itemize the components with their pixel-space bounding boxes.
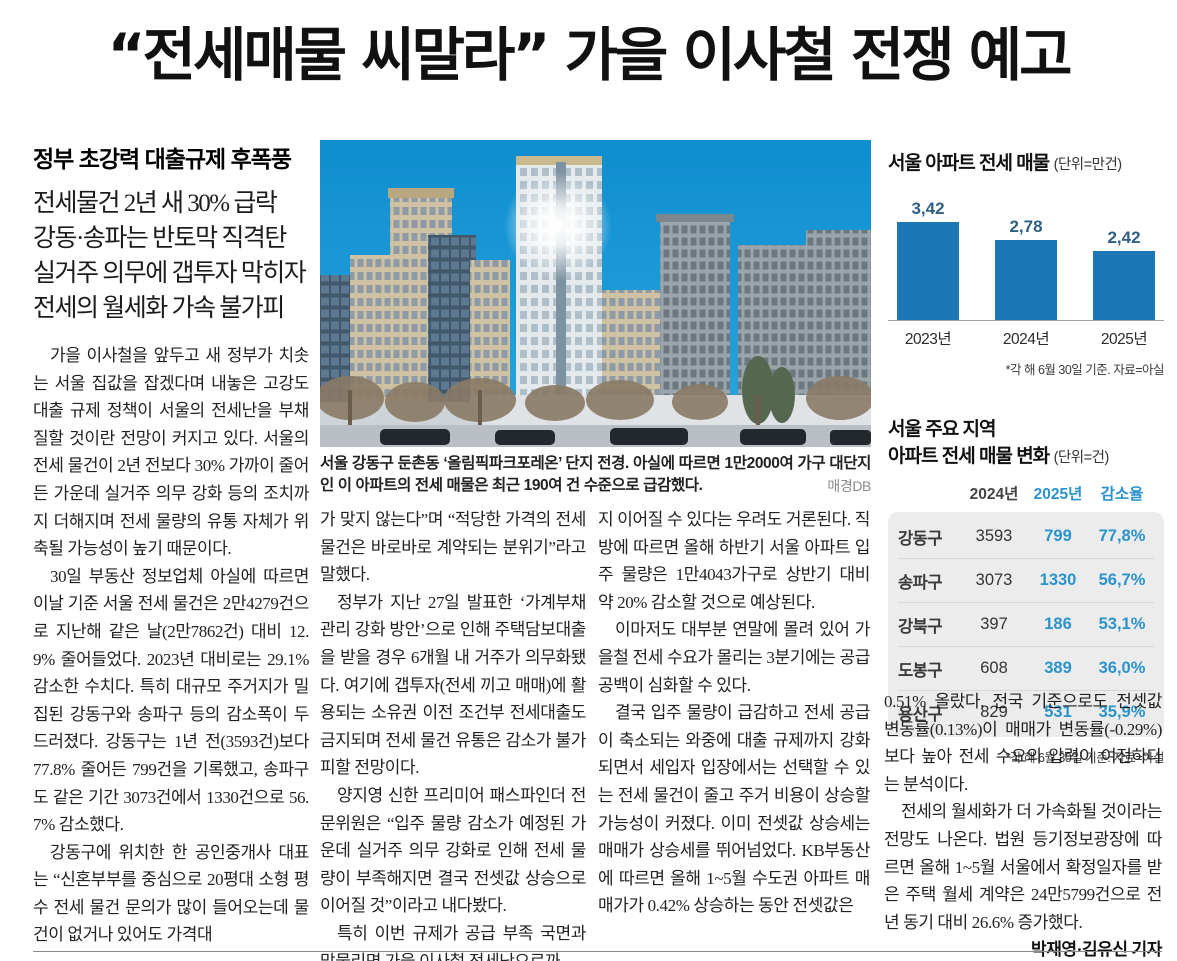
header-2025: 2025년 xyxy=(1033,486,1083,503)
body-paragraph: 지 이어질 수 있다는 우려도 거론된다. 직방에 따르면 올해 하반기 서울 … xyxy=(598,510,870,612)
header-decline: 감소율 xyxy=(1100,486,1144,503)
body-paragraph: 양지영 신한 프리미어 패스파인더 전문위원은 “입주 물량 감소가 예정된 가… xyxy=(320,785,586,916)
value-2025-cell: 389 xyxy=(1044,659,1072,677)
decline-cell: 53,1% xyxy=(1098,615,1146,633)
chart-x-axis: 2023년 2024년 2025년 xyxy=(888,327,1164,349)
bottom-rule xyxy=(33,951,1162,952)
kicker: 정부 초강력 대출규제 후폭풍 xyxy=(33,146,292,172)
body-paragraph-text: 전세의 월세화가 더 가속화될 것이라는 전망도 나온다. 법원 등기정보광장에… xyxy=(884,802,1162,932)
decline-cell: 36,0% xyxy=(1098,659,1146,677)
table-row: 송파구 3073 1330 56,7% xyxy=(898,559,1154,603)
value-2025-cell: 1330 xyxy=(1039,571,1077,589)
byline: 박재영·김유신 기자 xyxy=(1030,940,1162,960)
bar-value-label: 3,42 xyxy=(911,199,945,218)
table-footnote: *각 해 6월 30일 기준. 자료=아실 xyxy=(1005,751,1165,765)
bar-group: 2,42 xyxy=(1088,228,1160,320)
article-photo xyxy=(320,140,871,447)
body-paragraph: 특히 이번 규제가 공급 부족 국면과 맞물리면 가을 이사철 전세난으로까 xyxy=(320,923,586,961)
deck-line: 실거주 의무에 갭투자 막히자 xyxy=(33,260,307,287)
value-2024-cell: 829 xyxy=(980,703,1008,721)
bar-2025 xyxy=(1093,251,1155,320)
deck-line: 강동·송파는 반토막 직격탄 xyxy=(33,225,287,252)
column-4: 0.51% 올랐다. 전국 기준으로도 전셋값 변동률(0.13%)이 매매가 … xyxy=(884,688,1162,961)
body-paragraph: 가 맞지 않는다”며 “적당한 가격의 전세 물건은 바로바로 계약되는 분위기… xyxy=(320,510,586,585)
bar-value-label: 2,42 xyxy=(1107,228,1141,247)
body-paragraph: 0.51% 올랐다. 전국 기준으로도 전셋값 변동률(0.13%)이 매매가 … xyxy=(884,692,1162,794)
x-tick-label: 2025년 xyxy=(1100,331,1148,348)
body-paragraph: 강동구에 위치한 한 공인중개사 대표는 “신혼부부를 중심으로 20평대 소형… xyxy=(33,842,309,945)
table-row: 용산구 829 531 35,9% xyxy=(898,691,1154,734)
body-paragraph: 정부가 지난 27일 발표한 ‘가계부채 관리 강화 방안’으로 인해 주택담보… xyxy=(320,592,586,778)
bar-group: 3,42 xyxy=(892,199,964,320)
bar-2023 xyxy=(897,222,959,320)
body-paragraph: 30일 부동산 정보업체 아실에 따르면 이날 기준 서울 전세 물건은 2만4… xyxy=(33,566,309,835)
body-paragraph: 결국 입주 물량이 급감하고 전세 공급이 축소되는 와중에 대출 규제까지 강… xyxy=(598,703,870,916)
table-unit: (단위=건) xyxy=(1053,450,1110,466)
photo-caption-text: 서울 강동구 둔촌동 ‘올림픽파크포레온’ 단지 전경. 아실에 따르면 1만2… xyxy=(320,455,871,494)
deck-line: 전세물건 2년 새 30% 급락 xyxy=(33,190,278,217)
value-2025-cell: 531 xyxy=(1044,703,1072,721)
table-title-line2: 아파트 전세 매물 변화 xyxy=(888,446,1050,467)
x-tick-label: 2023년 xyxy=(904,331,952,348)
region-cell: 송파구 xyxy=(898,573,943,592)
photo-caption: 서울 강동구 둔촌동 ‘올림픽파크포레온’ 단지 전경. 아실에 따르면 1만2… xyxy=(320,453,871,497)
region-cell: 도봉구 xyxy=(898,661,943,680)
photo-credit: 매경DB xyxy=(827,478,871,494)
bar-group: 2,78 xyxy=(990,217,1062,320)
bar-value-label: 2,78 xyxy=(1009,217,1043,236)
header-2024: 2024년 xyxy=(969,486,1019,503)
value-2024-cell: 3073 xyxy=(975,571,1013,589)
x-tick-label: 2024년 xyxy=(1002,331,1050,348)
body-paragraph: 이마저도 대부분 연말에 몰려 있어 가을철 전세 수요가 몰리는 3분기에는 … xyxy=(598,620,870,695)
chart-footnote: *각 해 6월 30일 기준. 자료=아실 xyxy=(1005,363,1165,377)
value-2024-cell: 608 xyxy=(980,659,1008,677)
left-column: 정부 초강력 대출규제 후폭풍 전세물건 2년 새 30% 급락 강동·송파는 … xyxy=(33,140,309,949)
decline-cell: 35,9% xyxy=(1098,703,1146,721)
value-2025-cell: 799 xyxy=(1044,527,1072,545)
table-title-line1: 서울 주요 지역 xyxy=(888,419,996,440)
bar-2024 xyxy=(995,240,1057,320)
region-cell: 용산구 xyxy=(898,705,943,724)
data-table: 서울 주요 지역 아파트 전세 매물 변화 (단위=건) 2024년 2025년… xyxy=(888,414,1165,766)
body-paragraph: 가을 이사철을 앞두고 새 정부가 치솟는 서울 집값을 잡겠다며 내놓은 고강… xyxy=(33,346,309,559)
bar-chart: 서울 아파트 전세 매물 (단위=만건) 3,42 2,78 2,42 202 xyxy=(888,148,1165,378)
table-row: 강북구 397 186 53,1% xyxy=(898,603,1154,647)
table-body-panel: 강동구 3593 799 77,8% 송파구 3073 1330 56,7% 강… xyxy=(888,512,1164,737)
table-header-row: 2024년 2025년 감소율 xyxy=(888,478,1164,512)
chart-title: 서울 아파트 전세 매물 xyxy=(888,153,1050,174)
value-2024-cell: 3593 xyxy=(975,527,1013,545)
decline-cell: 77,8% xyxy=(1098,527,1146,545)
body-paragraph: 전세의 월세화가 더 가속화될 것이라는 전망도 나온다. 법원 등기정보광장에… xyxy=(884,798,1162,959)
deck-line: 전세의 월세화 가속 불가피 xyxy=(33,295,285,322)
chart-plot-area: 3,42 2,78 2,42 xyxy=(888,189,1164,321)
table-row: 강동구 3593 799 77,8% xyxy=(898,515,1154,559)
value-2025-cell: 186 xyxy=(1044,615,1072,633)
sidebar-graphics: 서울 아파트 전세 매물 (단위=만건) 3,42 2,78 2,42 202 xyxy=(888,148,1165,766)
deck: 전세물건 2년 새 30% 급락 강동·송파는 반토막 직격탄 실거주 의무에 … xyxy=(33,186,309,326)
apartment-skyline-illustration xyxy=(320,140,871,447)
decline-cell: 56,7% xyxy=(1098,571,1146,589)
column-2: 가 맞지 않는다”며 “적당한 가격의 전세 물건은 바로바로 계약되는 분위기… xyxy=(320,506,586,961)
region-cell: 강동구 xyxy=(898,529,943,548)
region-cell: 강북구 xyxy=(898,617,943,636)
column-3: 지 이어질 수 있다는 우려도 거론된다. 직방에 따르면 올해 하반기 서울 … xyxy=(598,506,870,920)
chart-unit: (단위=만건) xyxy=(1053,157,1123,173)
headline: “전세매물 씨말라” 가을 이사철 전쟁 예고 xyxy=(107,21,1073,89)
value-2024-cell: 397 xyxy=(980,615,1008,633)
table-row: 도봉구 608 389 36,0% xyxy=(898,647,1154,691)
